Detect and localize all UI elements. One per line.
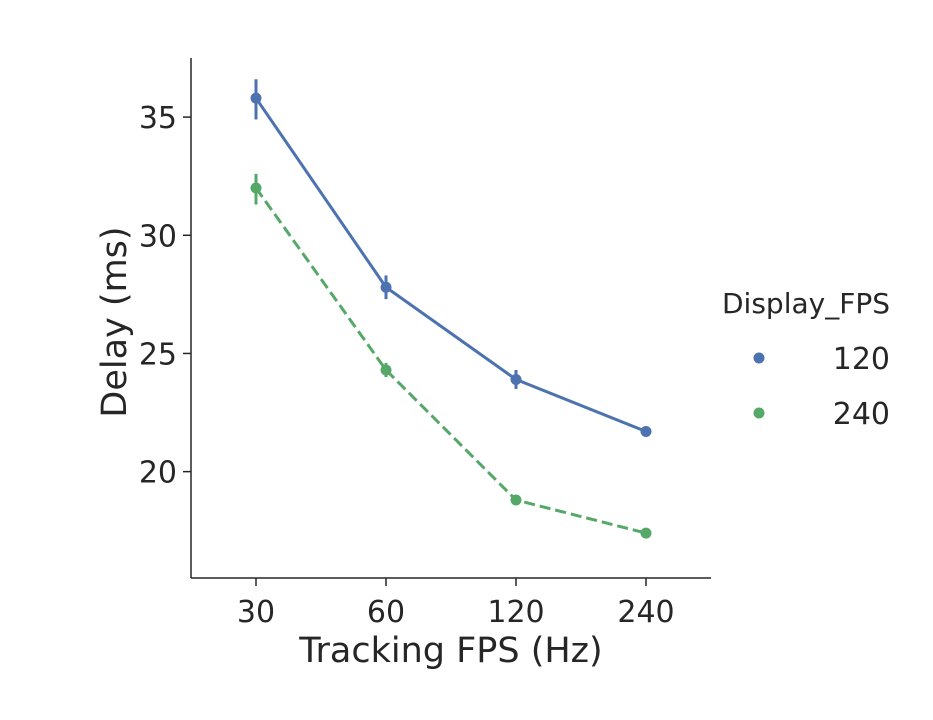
data-point (380, 364, 392, 376)
data-point (380, 281, 392, 293)
legend-label: 240 (833, 397, 890, 432)
x-tick-label: 120 (487, 595, 544, 630)
series-line-240 (254, 187, 647, 535)
data-point (250, 92, 262, 104)
legend-marker (753, 407, 765, 419)
axes (190, 58, 711, 579)
legend-label: 120 (833, 342, 890, 377)
y-axis-title: Delay (ms) (95, 226, 135, 417)
legend-marker (753, 352, 765, 364)
data-point (250, 182, 262, 194)
series-240 (250, 173, 652, 539)
data-point (640, 425, 652, 437)
legend-item-240: 240 (753, 397, 890, 432)
data-point (510, 373, 522, 385)
data-point (640, 527, 652, 539)
y-tick-label: 30 (139, 219, 177, 254)
y-tick-label: 25 (139, 337, 177, 372)
legend: Display_FPS 120 240 (722, 287, 890, 432)
x-tick-label: 240 (617, 595, 674, 630)
x-axis-title: Tracking FPS (Hz) (298, 631, 602, 671)
x-tick-label: 30 (237, 595, 275, 630)
y-tick-label: 35 (139, 101, 177, 136)
data-point (510, 494, 522, 506)
legend-item-120: 120 (753, 342, 890, 377)
plot-area (250, 79, 652, 539)
legend-items: 120 240 (753, 342, 890, 432)
x-ticks: 30 60 120 240 (237, 578, 675, 630)
legend-title: Display_FPS (722, 287, 890, 320)
y-ticks: 20 25 30 35 (139, 101, 191, 491)
x-tick-label: 60 (367, 595, 405, 630)
series-120 (250, 79, 652, 437)
y-tick-label: 20 (139, 456, 177, 491)
series-line-120 (254, 97, 647, 433)
